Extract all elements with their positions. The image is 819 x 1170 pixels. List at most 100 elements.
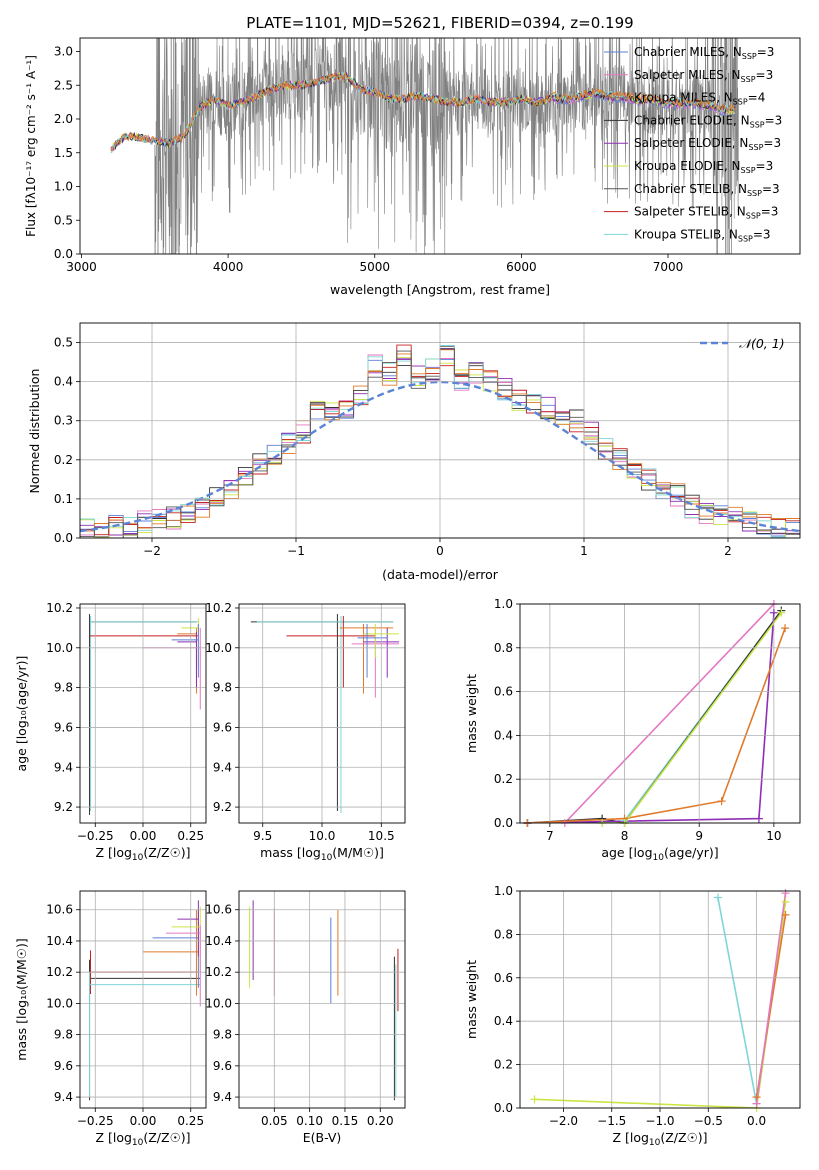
y-tick-label: 9.2 <box>54 800 73 814</box>
y-tick-label: 10.2 <box>205 601 232 615</box>
axes-frame <box>519 603 801 824</box>
weight-line-4 <box>527 612 775 823</box>
plot-area <box>89 613 201 816</box>
x-tick-label: 7000 <box>653 260 684 274</box>
x-tick-label: −0.25 <box>77 1114 114 1128</box>
y-tick-label: 0.1 <box>54 492 73 506</box>
weight-marker <box>530 1095 539 1104</box>
weight-marker <box>781 624 790 633</box>
y-tick-label: 10.0 <box>205 996 232 1010</box>
y-tick-label: 0.4 <box>54 375 73 389</box>
y-tick-label: 1.0 <box>494 597 513 611</box>
y-axis-label-2: Normed distribution <box>27 369 42 494</box>
y-tick-label: 9.6 <box>54 720 73 734</box>
y-tick-label: 0.8 <box>494 641 513 655</box>
panel-8: −2.0 −1.5 −1.0 −0.5 0.0 0.0 0.2 0.4 0.6 0.8 1.0 mas… <box>464 884 801 1148</box>
legend-entry: Kroupa ELODIE, NSSP=3 <box>634 159 773 175</box>
x-axis-label-2: (data-model)/error <box>382 567 499 582</box>
x-tick-label: 10.5 <box>368 829 395 843</box>
y-tick-label: 10.2 <box>46 965 73 979</box>
x-tick-label: 0 <box>436 544 444 558</box>
weight-line-5 <box>527 627 786 823</box>
weight-marker <box>781 910 790 919</box>
y-tick-label: 0.8 <box>494 927 513 941</box>
plot-area <box>110 38 739 254</box>
y-tick-label: 1.0 <box>494 884 513 898</box>
chart-title: PLATE=1101, MJD=52621, FIBERID=0394, z=0… <box>246 14 633 32</box>
y-tick-label: 0.3 <box>54 414 73 428</box>
legend-label-normal: 𝒩(0, 1) <box>739 336 785 351</box>
weight-marker <box>781 889 790 898</box>
y-tick-label: 0.4 <box>494 1014 513 1028</box>
data-error-trace <box>154 38 739 254</box>
legend-entry: Kroupa MILES, NSSP=4 <box>634 91 765 107</box>
y-tick-label: 0.2 <box>54 453 73 467</box>
panel-4: 9.5 10.0 10.5 9.2 9.4 9.6 9.8 10.0 10.2 mass [log… <box>205 601 406 863</box>
model-spectrum-7 <box>110 71 736 152</box>
weight-marker <box>769 608 778 617</box>
y-tick-label: 0.5 <box>54 213 73 227</box>
y-axis-label: Flux [fλ10⁻¹⁷ erg cm⁻² s⁻¹ A⁻¹] <box>24 55 38 237</box>
y-tick-label: 1.0 <box>54 180 73 194</box>
y-axis-label-8: mass weight <box>464 960 479 1039</box>
y-tick-label: 2.0 <box>54 112 73 126</box>
y-tick-label: 3.0 <box>54 45 73 59</box>
y-tick-label: 9.6 <box>213 1059 232 1073</box>
x-axis-label-5: age [log10(age/yr)] <box>601 845 718 863</box>
legend-entry: Chabrier ELODIE, NSSP=3 <box>634 113 782 129</box>
y-axis-label-6: mass [log₁₀(M/M☉)] <box>14 938 29 1060</box>
plot-area <box>527 604 786 823</box>
x-tick-label: −2.0 <box>549 1114 578 1128</box>
axes-frame <box>519 890 801 1109</box>
y-tick-label: 9.8 <box>54 1028 73 1042</box>
y-tick-label: 9.8 <box>54 681 73 695</box>
y-tick-label: 0.6 <box>494 685 513 699</box>
weight-marker <box>717 797 726 806</box>
axes-frame <box>79 37 801 255</box>
y-tick-label: 10.4 <box>46 934 73 948</box>
y-tick-label: 0.2 <box>494 1058 513 1072</box>
y-tick-label: 0.0 <box>494 1101 513 1115</box>
axes-frame <box>79 322 801 539</box>
plot-area <box>534 893 787 1108</box>
x-axis-label-7: E(B-V) <box>303 1130 342 1145</box>
x-tick-label: 0.0 <box>747 1114 766 1128</box>
axes-frame <box>79 603 207 824</box>
y-tick-label: 0.5 <box>54 336 73 350</box>
y-tick-label: 0.0 <box>54 531 73 545</box>
panel-5: 7 8 9 10 0.0 0.2 0.4 0.6 0.8 1.0 mass weight age [l… <box>464 597 801 863</box>
x-tick-label: 0.05 <box>261 1114 288 1128</box>
y-tick-label: 10.0 <box>46 996 73 1010</box>
y-axis-label-5: mass weight <box>464 674 479 753</box>
x-tick-label: 2 <box>724 544 732 558</box>
x-tick-label: −0.5 <box>694 1114 723 1128</box>
y-tick-label: 10.2 <box>205 965 232 979</box>
y-tick-label: 0.0 <box>54 247 73 261</box>
y-tick-label: 0.4 <box>494 728 513 742</box>
weight-line-4 <box>755 893 787 1104</box>
x-tick-label: 9 <box>695 829 703 843</box>
y-tick-label: 9.6 <box>213 720 232 734</box>
y-tick-label: 9.4 <box>54 760 73 774</box>
y-tick-label: 10.4 <box>205 934 232 948</box>
panel-3: −0.25 0.00 0.25 9.2 9.4 9.6 9.8 10.0 10.2 age [lo… <box>14 601 207 863</box>
y-tick-label: 10.0 <box>46 641 73 655</box>
y-tick-label: 10.0 <box>205 641 232 655</box>
weight-line-2 <box>527 604 775 823</box>
y-tick-label: 9.8 <box>213 681 232 695</box>
x-tick-label: 3000 <box>66 260 97 274</box>
x-tick-label: 0.00 <box>130 829 157 843</box>
x-tick-label: −1.0 <box>645 1114 674 1128</box>
legend-entry: Salpeter STELIB, NSSP=3 <box>634 205 778 221</box>
x-tick-label: −1.5 <box>597 1114 626 1128</box>
x-tick-label: −0.25 <box>77 829 114 843</box>
plot-area <box>250 613 400 814</box>
axes-frame <box>79 890 207 1109</box>
y-tick-label: 10.6 <box>46 903 73 917</box>
plot-area <box>249 900 399 1101</box>
x-axis-label-8: Z [log10(Z/Z☉)] <box>612 1130 707 1148</box>
panel-6: −0.25 0.00 0.25 9.4 9.6 9.8 10.0 10.2 10.4 10.6 ma… <box>14 890 207 1148</box>
weight-line-2 <box>717 897 758 1104</box>
y-tick-label: 0.0 <box>494 816 513 830</box>
legend-entry: Salpeter ELODIE, NSSP=3 <box>634 136 781 152</box>
